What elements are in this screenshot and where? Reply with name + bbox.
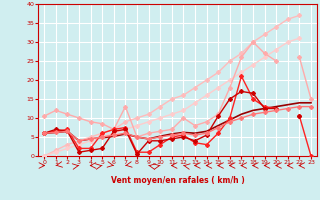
X-axis label: Vent moyen/en rafales ( km/h ): Vent moyen/en rafales ( km/h ) [111,176,244,185]
